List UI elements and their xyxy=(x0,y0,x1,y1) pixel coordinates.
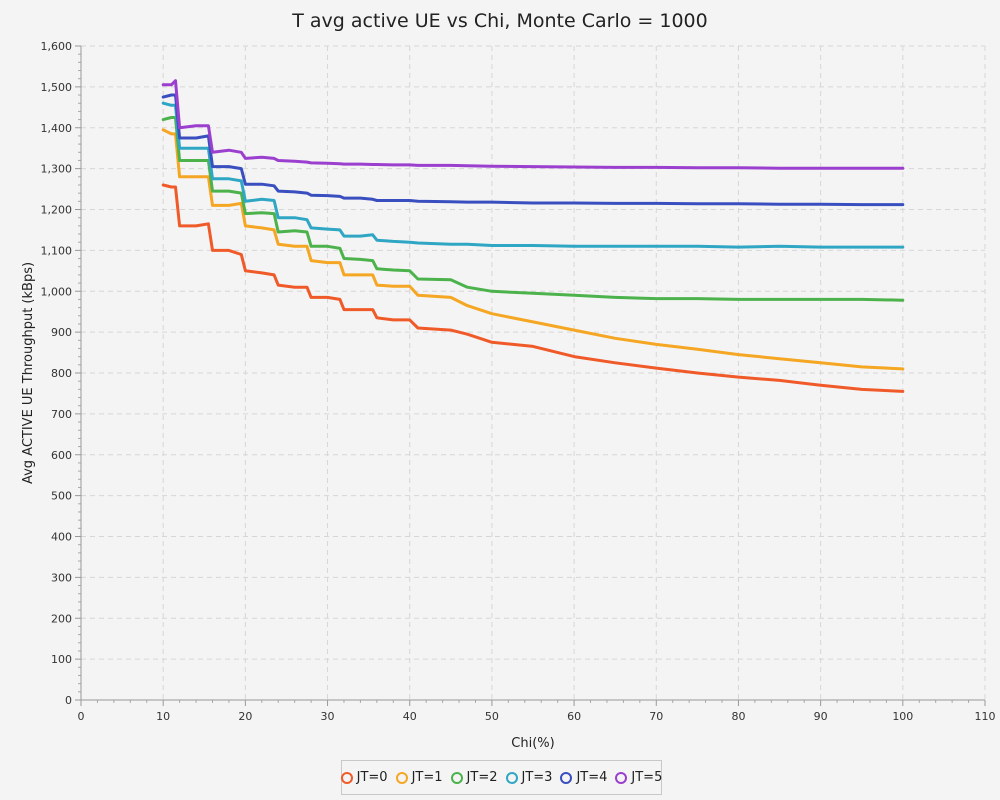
x-tick-label: 110 xyxy=(975,710,996,723)
series-line-jt0 xyxy=(161,183,905,393)
legend-circle-icon xyxy=(395,771,408,784)
y-tick-label: 1,300 xyxy=(41,163,73,176)
legend: JT=0 JT=1 JT=2 JT=3 JT=4 JT=5 xyxy=(340,760,662,795)
legend-label: JT=0 xyxy=(356,770,388,785)
legend-circle-icon xyxy=(560,771,573,784)
legend-item-jt1: JT=1 xyxy=(395,770,443,785)
x-tick-label: 40 xyxy=(403,710,417,723)
chart-title: T avg active UE vs Chi, Monte Carlo = 10… xyxy=(291,10,707,32)
x-tick-label: 30 xyxy=(321,710,335,723)
y-tick-label: 1,400 xyxy=(41,122,73,135)
legend-label: JT=2 xyxy=(466,770,498,785)
legend-circle-icon xyxy=(505,771,518,784)
y-tick-label: 1,600 xyxy=(41,40,73,53)
legend-item-jt0: JT=0 xyxy=(340,770,388,785)
x-tick-label: 50 xyxy=(485,710,499,723)
y-tick-label: 500 xyxy=(51,490,72,503)
legend-label: JT=4 xyxy=(576,770,608,785)
y-tick-label: 600 xyxy=(51,449,72,462)
legend-item-jt3: JT=3 xyxy=(505,770,553,785)
axes: 01002003004005006007008009001,0001,1001,… xyxy=(41,40,996,723)
y-tick-label: 300 xyxy=(51,571,72,584)
y-tick-label: 1,000 xyxy=(41,285,73,298)
grid xyxy=(81,45,986,700)
x-tick-label: 100 xyxy=(892,710,913,723)
series-line-jt3 xyxy=(161,101,905,249)
x-tick-label: 10 xyxy=(156,710,170,723)
y-tick-label: 100 xyxy=(51,653,72,666)
x-tick-label: 80 xyxy=(731,710,745,723)
series-line-jt1 xyxy=(161,128,905,371)
legend-label: JT=1 xyxy=(411,770,443,785)
series-line-jt5 xyxy=(161,79,905,170)
series-line-jt4 xyxy=(161,93,905,207)
y-tick-label: 900 xyxy=(51,326,72,339)
x-tick-label: 70 xyxy=(649,710,663,723)
y-tick-label: 1,500 xyxy=(41,81,73,94)
legend-circle-icon xyxy=(615,771,628,784)
y-tick-label: 400 xyxy=(51,531,72,544)
y-tick-label: 0 xyxy=(65,694,72,707)
y-tick-label: 700 xyxy=(51,408,72,421)
legend-label: JT=5 xyxy=(631,770,663,785)
legend-circle-icon xyxy=(450,771,463,784)
legend-item-jt5: JT=5 xyxy=(615,770,662,785)
x-tick-label: 90 xyxy=(814,710,828,723)
series-group xyxy=(161,79,905,393)
legend-item-jt2: JT=2 xyxy=(450,770,498,785)
y-axis-label: Avg ACTIVE UE Throughput (kBps) xyxy=(21,262,36,484)
x-tick-label: 0 xyxy=(78,710,85,723)
legend-label: JT=3 xyxy=(521,770,553,785)
y-tick-label: 800 xyxy=(51,367,72,380)
y-tick-label: 1,100 xyxy=(41,244,73,257)
x-axis-label: Chi(%) xyxy=(511,736,554,751)
x-tick-label: 20 xyxy=(238,710,252,723)
legend-item-jt4: JT=4 xyxy=(560,770,607,785)
y-tick-label: 1,200 xyxy=(41,204,73,217)
x-tick-label: 60 xyxy=(567,710,581,723)
series-line-jt2 xyxy=(161,116,905,302)
y-tick-label: 200 xyxy=(51,612,72,625)
legend-circle-icon xyxy=(340,771,353,784)
